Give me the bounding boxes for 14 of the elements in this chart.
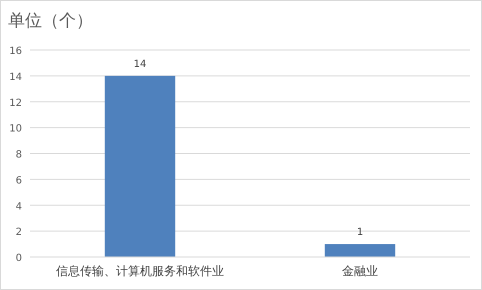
y-tick-label: 6 [16,175,22,186]
x-tick-label: 金融业 [342,264,378,278]
y-tick-label: 8 [16,150,22,160]
y-tick-label: 12 [9,98,22,109]
y-tick-label: 2 [16,227,22,238]
y-tick-label: 16 [9,46,22,57]
y-tick-label: 0 [16,253,22,264]
title: 单位（个） [8,11,93,31]
y-tick-label: 14 [9,72,22,83]
data-label: 14 [134,58,146,70]
y-tick-label: 4 [16,201,22,212]
data-label: 1 [356,227,364,238]
y-tick-label: 10 [9,124,22,135]
x-tick-label: 信息传输、计算机服务和软件业 [56,264,224,278]
